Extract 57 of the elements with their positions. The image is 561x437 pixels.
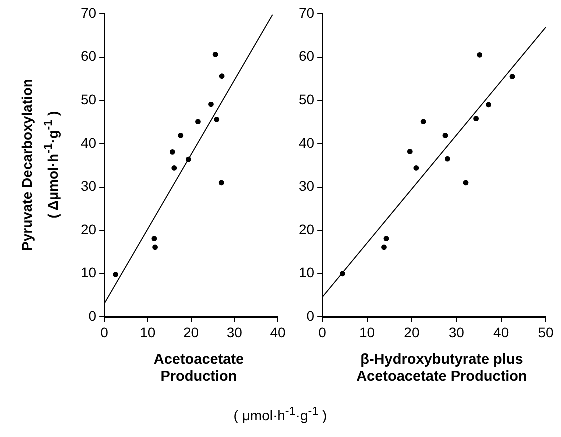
x-tick-label: 0 [100, 324, 109, 340]
point [474, 116, 479, 122]
x-axis-title: Acetoacetate Production [152, 352, 246, 386]
y-tick-label: 20 [80, 221, 97, 238]
point [414, 166, 420, 171]
text: ( μmol·h$^{-1}$·g$^{-1}$ ) [232, 405, 328, 424]
point [113, 272, 119, 278]
x-tick-label: 30 [226, 324, 243, 340]
point [340, 271, 346, 277]
x-axis-title: β-Hydroxybutyrate plus Acetoacetate Production [356, 352, 528, 386]
y-tick-label: 70 [298, 4, 315, 21]
point [477, 52, 483, 58]
y-tick-label: 10 [80, 264, 97, 281]
point [486, 102, 492, 108]
y-tick-label: 70 [80, 4, 97, 21]
y-tick-label: 50 [298, 91, 315, 108]
y-tick-label: 10 [298, 264, 315, 281]
x-tick-label: 0 [318, 324, 327, 340]
y-tick-label: 60 [298, 48, 315, 64]
point [212, 52, 218, 58]
point [196, 119, 201, 125]
point [178, 133, 184, 138]
point [463, 180, 469, 186]
x-tick-label: 20 [404, 324, 420, 340]
y-tick-label: 0 [88, 308, 97, 324]
point [218, 180, 224, 186]
y-tick-label: 40 [80, 134, 97, 151]
x-tick-label: 50 [538, 324, 554, 340]
y-tick-label: 60 [80, 48, 97, 64]
point [152, 236, 158, 242]
point [172, 166, 178, 171]
y-tick-label: 40 [298, 134, 315, 151]
y-tick-label: 30 [80, 178, 97, 194]
x-tick-label: 30 [448, 324, 465, 340]
x-tick-label: 10 [140, 324, 156, 340]
y-tick-label: 0 [306, 308, 315, 324]
x-tick-label: 40 [270, 324, 286, 340]
point [214, 116, 220, 122]
point [382, 244, 387, 250]
y-tick-label: 20 [298, 221, 315, 238]
point [152, 244, 158, 250]
y-tick-label: 30 [298, 178, 315, 194]
point [420, 119, 426, 125]
point [170, 149, 176, 155]
point [444, 156, 450, 162]
x-tick-label: 40 [494, 324, 510, 340]
point [186, 156, 192, 162]
point [208, 102, 214, 108]
y-tick-label: 50 [80, 91, 97, 108]
x-tick-label: 10 [359, 324, 376, 340]
y-axis-title: Pyruvate Decarboxylation [18, 79, 36, 251]
point [384, 236, 390, 242]
point [407, 149, 413, 154]
x-tick-label: 20 [183, 324, 200, 340]
point [510, 74, 516, 80]
point [442, 133, 448, 138]
point [219, 74, 225, 80]
